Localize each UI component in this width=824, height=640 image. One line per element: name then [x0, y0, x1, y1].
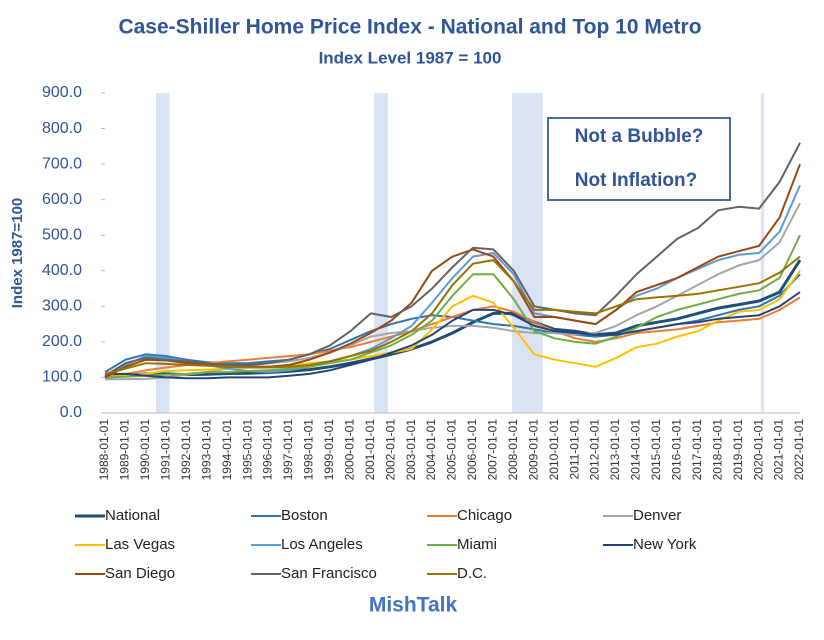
legend-label: Boston: [281, 507, 328, 524]
series-line: [104, 234, 801, 379]
legend-label: New York: [633, 536, 697, 553]
series-line: [104, 259, 802, 379]
chart-title: Case-Shiller Home Price Index - National…: [118, 16, 701, 39]
x-tick-label: 1996-01-01: [261, 419, 275, 481]
x-tick-label: 1997-01-01: [281, 419, 295, 481]
y-tick-label: 400.0: [42, 262, 82, 279]
x-tick-label: 1992-01-01: [179, 419, 193, 481]
y-tick-label: 200.0: [42, 333, 82, 350]
x-tick-label: 1988-01-01: [97, 419, 111, 481]
y-tick-label: 600.0: [42, 191, 82, 208]
chart-subtitle: Index Level 1987 = 100: [319, 48, 502, 67]
x-tick-label: 2008-01-01: [506, 419, 520, 481]
y-tick-label: 500.0: [42, 226, 82, 243]
legend-label: Denver: [633, 507, 681, 524]
y-tick-label: 0.0: [60, 404, 82, 421]
x-tick-label: 1999-01-01: [322, 419, 336, 481]
x-tick-label: 2021-01-01: [772, 419, 786, 481]
legend-label: D.C.: [457, 565, 487, 582]
x-tick-label: 1995-01-01: [240, 419, 254, 481]
x-tick-label: 1991-01-01: [159, 419, 173, 481]
x-tick-label: 2002-01-01: [383, 419, 397, 481]
legend-label: San Francisco: [281, 565, 377, 582]
x-tick-label: 2005-01-01: [445, 419, 459, 481]
x-tick-label: 2006-01-01: [465, 419, 479, 481]
x-tick-label: 2015-01-01: [649, 419, 663, 481]
x-tick-label: 2022-01-01: [792, 419, 806, 481]
x-tick-label: 2004-01-01: [424, 419, 438, 481]
x-tick-label: 2013-01-01: [608, 419, 622, 481]
series-line: [105, 291, 801, 380]
y-tick-label: 100.0: [42, 369, 82, 386]
recession-band: [760, 93, 765, 413]
x-tick-label: 1998-01-01: [302, 419, 316, 481]
legend-label: Los Angeles: [281, 536, 363, 553]
x-tick-label: 2009-01-01: [526, 419, 540, 481]
legend-label: National: [105, 507, 160, 524]
legend-label: San Diego: [105, 565, 175, 582]
x-tick-label: 2003-01-01: [404, 419, 418, 481]
x-tick-label: 2014-01-01: [629, 419, 643, 481]
x-tick-label: 2020-01-01: [751, 419, 765, 481]
annotation-box: [547, 117, 731, 201]
x-tick-label: 2001-01-01: [363, 419, 377, 481]
y-tick-label: 900.0: [42, 84, 82, 101]
series-line: [104, 142, 801, 377]
x-tick-label: 1994-01-01: [220, 419, 234, 481]
annotation: Not Inflation?: [575, 170, 697, 191]
x-tick-label: 2017-01-01: [690, 419, 704, 481]
legend-label: Chicago: [457, 507, 512, 524]
x-tick-label: 1990-01-01: [138, 419, 152, 481]
recession-band: [374, 93, 388, 413]
x-tick-label: 2010-01-01: [547, 419, 561, 481]
y-tick-label: 800.0: [42, 120, 82, 137]
x-tick-label: 1989-01-01: [118, 419, 132, 481]
x-tick-label: 2012-01-01: [588, 419, 602, 481]
legend-label: Miami: [457, 536, 497, 553]
y-tick-label: 300.0: [42, 298, 82, 315]
annotation: Not a Bubble?: [575, 126, 704, 147]
y-tick-label: 700.0: [42, 155, 82, 172]
recession-band: [512, 93, 543, 413]
series-line: [104, 296, 801, 379]
y-axis-label: Index 1987=100: [9, 198, 26, 309]
series-line: [104, 255, 801, 375]
recession-band: [156, 93, 170, 413]
x-tick-label: 2016-01-01: [670, 419, 684, 481]
x-tick-label: 2007-01-01: [486, 419, 500, 481]
x-tick-label: 2011-01-01: [567, 419, 581, 480]
x-tick-label: 2019-01-01: [731, 419, 745, 481]
x-tick-label: 2018-01-01: [710, 419, 724, 481]
footer: MishTalk: [369, 594, 458, 617]
legend-label: Las Vegas: [105, 536, 175, 553]
series-line: [104, 270, 801, 379]
x-tick-label: 2000-01-01: [342, 419, 356, 481]
x-tick-label: 1993-01-01: [199, 419, 213, 481]
